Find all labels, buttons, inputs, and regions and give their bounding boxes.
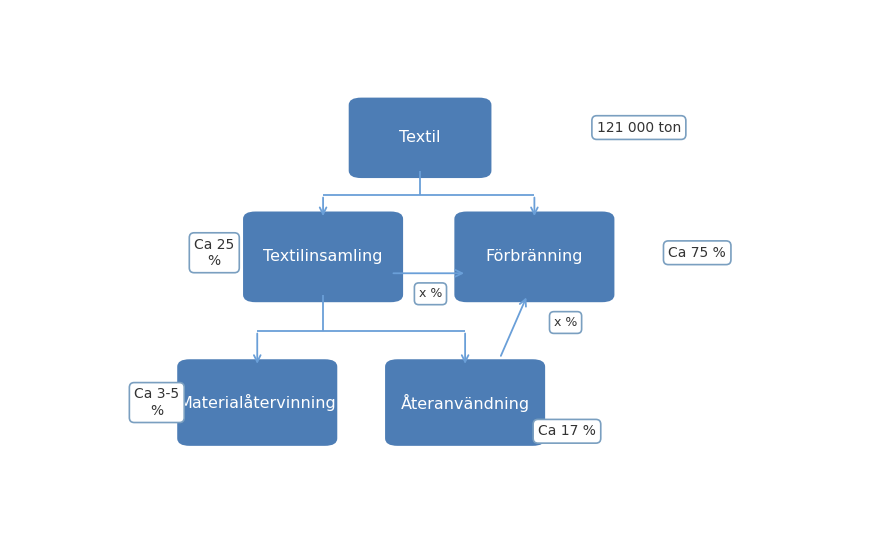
Text: Materialåtervinning: Materialåtervinning: [179, 394, 336, 411]
FancyBboxPatch shape: [243, 212, 403, 302]
FancyBboxPatch shape: [349, 98, 492, 178]
Text: Återanvändning: Återanvändning: [401, 393, 529, 411]
Text: x %: x %: [418, 287, 443, 300]
Text: Textilinsamling: Textilinsamling: [264, 249, 383, 264]
FancyBboxPatch shape: [454, 212, 614, 302]
FancyBboxPatch shape: [177, 359, 337, 446]
Text: Ca 25
%: Ca 25 %: [194, 238, 234, 268]
Text: Ca 17 %: Ca 17 %: [538, 424, 596, 438]
Text: 121 000 ton: 121 000 ton: [597, 120, 681, 134]
Text: Textil: Textil: [400, 131, 441, 146]
FancyBboxPatch shape: [385, 359, 545, 446]
Text: Förbränning: Förbränning: [485, 249, 583, 264]
Text: Ca 75 %: Ca 75 %: [669, 246, 726, 260]
Text: x %: x %: [554, 316, 578, 329]
Text: Ca 3-5
%: Ca 3-5 %: [134, 387, 180, 418]
